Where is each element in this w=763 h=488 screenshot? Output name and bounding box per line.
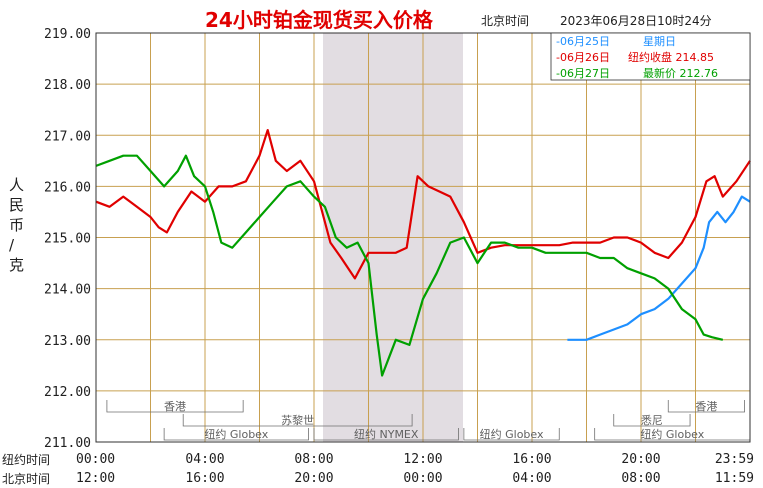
session-bar — [463, 428, 560, 441]
session-label: 纽约 NYMEX — [354, 427, 419, 441]
y-axis-label-char: / — [9, 236, 15, 254]
y-tick-label: 215.00 — [44, 232, 91, 247]
session-label: 纽约 Globex — [204, 427, 268, 441]
series-line — [95, 129, 751, 280]
legend-date: -06月25日 — [556, 35, 610, 48]
current-datetime: 2023年06月28日10时24分 — [560, 14, 712, 28]
legend-box — [550, 32, 751, 81]
session-label: 悉尼 — [641, 414, 663, 427]
x-tick-label-beijing: 16:00 — [185, 471, 224, 486]
y-tick-label: 213.00 — [44, 334, 91, 349]
session-label: 苏黎世 — [281, 413, 314, 427]
series-line — [95, 154, 724, 377]
legend-item: -06月26日 纽约收盘 214.85 — [556, 50, 714, 64]
y-tick-label: 211.00 — [44, 436, 91, 451]
y-axis-ticks: 219.00 218.00 217.00 216.00 215.00 214.00 213.… — [44, 27, 91, 451]
x-tick-label-beijing: 04:00 — [512, 471, 551, 486]
y-tick-label: 217.00 — [44, 129, 91, 144]
x-tick-label-beijing: 08:00 — [621, 471, 660, 486]
y-tick-label: 218.00 — [44, 78, 91, 93]
y-tick-label: 216.00 — [44, 180, 91, 195]
session-label: 纽约 Globex — [640, 427, 704, 441]
session-label: 香港 — [164, 400, 186, 413]
session-bar — [163, 428, 309, 441]
session-bar — [667, 400, 745, 413]
grid-lines — [96, 33, 750, 442]
chart-title: 24小时铂金现货买入价格 — [205, 8, 434, 32]
x-axis-ticks: 00:00 04:00 08:00 12:00 16:00 20:00 23:59 12:00… — [76, 452, 754, 486]
y-tick-label: 214.00 — [44, 283, 91, 298]
y-tick-label: 212.00 — [44, 385, 91, 400]
y-tick-label: 219.00 — [44, 27, 91, 42]
session-label: 香港 — [695, 400, 717, 413]
price-series — [95, 129, 751, 377]
session-bar — [182, 414, 413, 427]
legend-item: -06月25日 星期日 — [556, 35, 676, 48]
x-tick-label-ny: 12:00 — [403, 452, 442, 467]
legend-date: -06月27日 — [556, 67, 610, 80]
legend-item: -06月27日 最新价 212.76 — [556, 66, 718, 80]
x-tick-label-ny: 00:00 — [76, 452, 115, 467]
x-tick-label-ny: 08:00 — [294, 452, 333, 467]
x-tick-label-ny: 20:00 — [621, 452, 660, 467]
y-axis-label-char: 币 — [9, 216, 24, 234]
legend-info: 最新价 212.76 — [643, 66, 718, 80]
y-axis-label-char: 人 — [9, 176, 24, 194]
y-axis-label-char: 民 — [9, 196, 24, 214]
session-bar — [313, 428, 459, 441]
legend-info: 星期日 — [643, 35, 676, 48]
legend-info: 纽约收盘 214.85 — [628, 50, 714, 64]
beijing-time-row-label: 北京时间 — [2, 472, 50, 486]
x-tick-label-beijing: 20:00 — [294, 471, 333, 486]
y-axis-label-char: 克 — [9, 256, 24, 274]
y-axis-label: 人民币 / 克 — [9, 176, 24, 274]
x-tick-label-ny: 23:59 — [715, 452, 754, 467]
x-tick-label-ny: 04:00 — [185, 452, 224, 467]
x-tick-label-beijing: 00:00 — [403, 471, 442, 486]
session-label: 纽约 Globex — [480, 427, 544, 441]
ny-time-row-label: 纽约时间 — [2, 452, 50, 467]
beijing-time-label: 北京时间 — [481, 14, 529, 28]
series-line — [567, 195, 751, 341]
x-tick-label-beijing: 12:00 — [76, 471, 115, 486]
x-tick-label-beijing: 11:59 — [715, 471, 754, 486]
plot-frame — [95, 32, 751, 443]
legend-date: -06月26日 — [556, 51, 610, 64]
session-bar — [106, 400, 244, 413]
session-bar — [613, 414, 691, 427]
x-tick-label-ny: 16:00 — [512, 452, 551, 467]
